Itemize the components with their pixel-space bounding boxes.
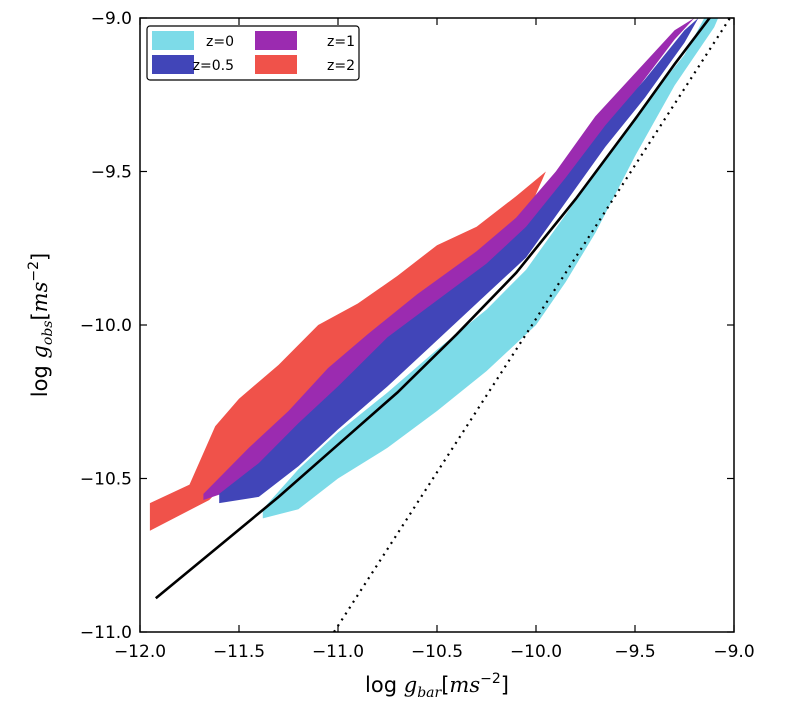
legend-swatch (255, 31, 297, 50)
legend-label: z=2 (327, 58, 355, 74)
legend: z=0 z=1 z=0.5 z=2 (146, 25, 360, 81)
one-to-one-line (333, 18, 731, 632)
y-axis-label: log gobs[ms−2] (26, 253, 56, 397)
y-tick-label: −10.5 (80, 470, 132, 490)
legend-swatch (255, 55, 297, 74)
bands-layer (149, 18, 719, 531)
band-z-1 (203, 18, 695, 500)
y-tick-label: −10.0 (80, 316, 132, 336)
lines-layer (154, 18, 731, 632)
x-axis-label: log gbar[ms−2] (365, 671, 509, 701)
x-tick-label: −12.0 (114, 642, 166, 662)
legend-swatch (152, 31, 194, 50)
band-z-0 (262, 18, 719, 519)
relation-line (154, 18, 712, 600)
x-tick-label: −11.0 (312, 642, 364, 662)
legend-label: z=0.5 (193, 58, 234, 74)
y-tick-label: −9.5 (91, 163, 132, 183)
legend-label: z=1 (327, 34, 355, 50)
x-tick-label: −11.5 (213, 642, 265, 662)
y-ticks: −11.0 −10.5 −10.0 −9.5 −9.0 (80, 9, 734, 643)
x-tick-label: −10.0 (510, 642, 562, 662)
x-tick-label: −10.5 (411, 642, 463, 662)
y-tick-label: −9.0 (91, 9, 132, 29)
x-tick-label: −9.0 (713, 642, 754, 662)
legend-swatch (152, 55, 194, 74)
legend-box (146, 25, 360, 81)
x-tick-label: −9.5 (614, 642, 655, 662)
legend-label: z=0 (206, 34, 234, 50)
x-ticks: −12.0 −11.5 −11.0 −10.5 −10.0 −9.5 −9.0 (114, 18, 755, 662)
y-tick-label: −11.0 (80, 623, 132, 643)
